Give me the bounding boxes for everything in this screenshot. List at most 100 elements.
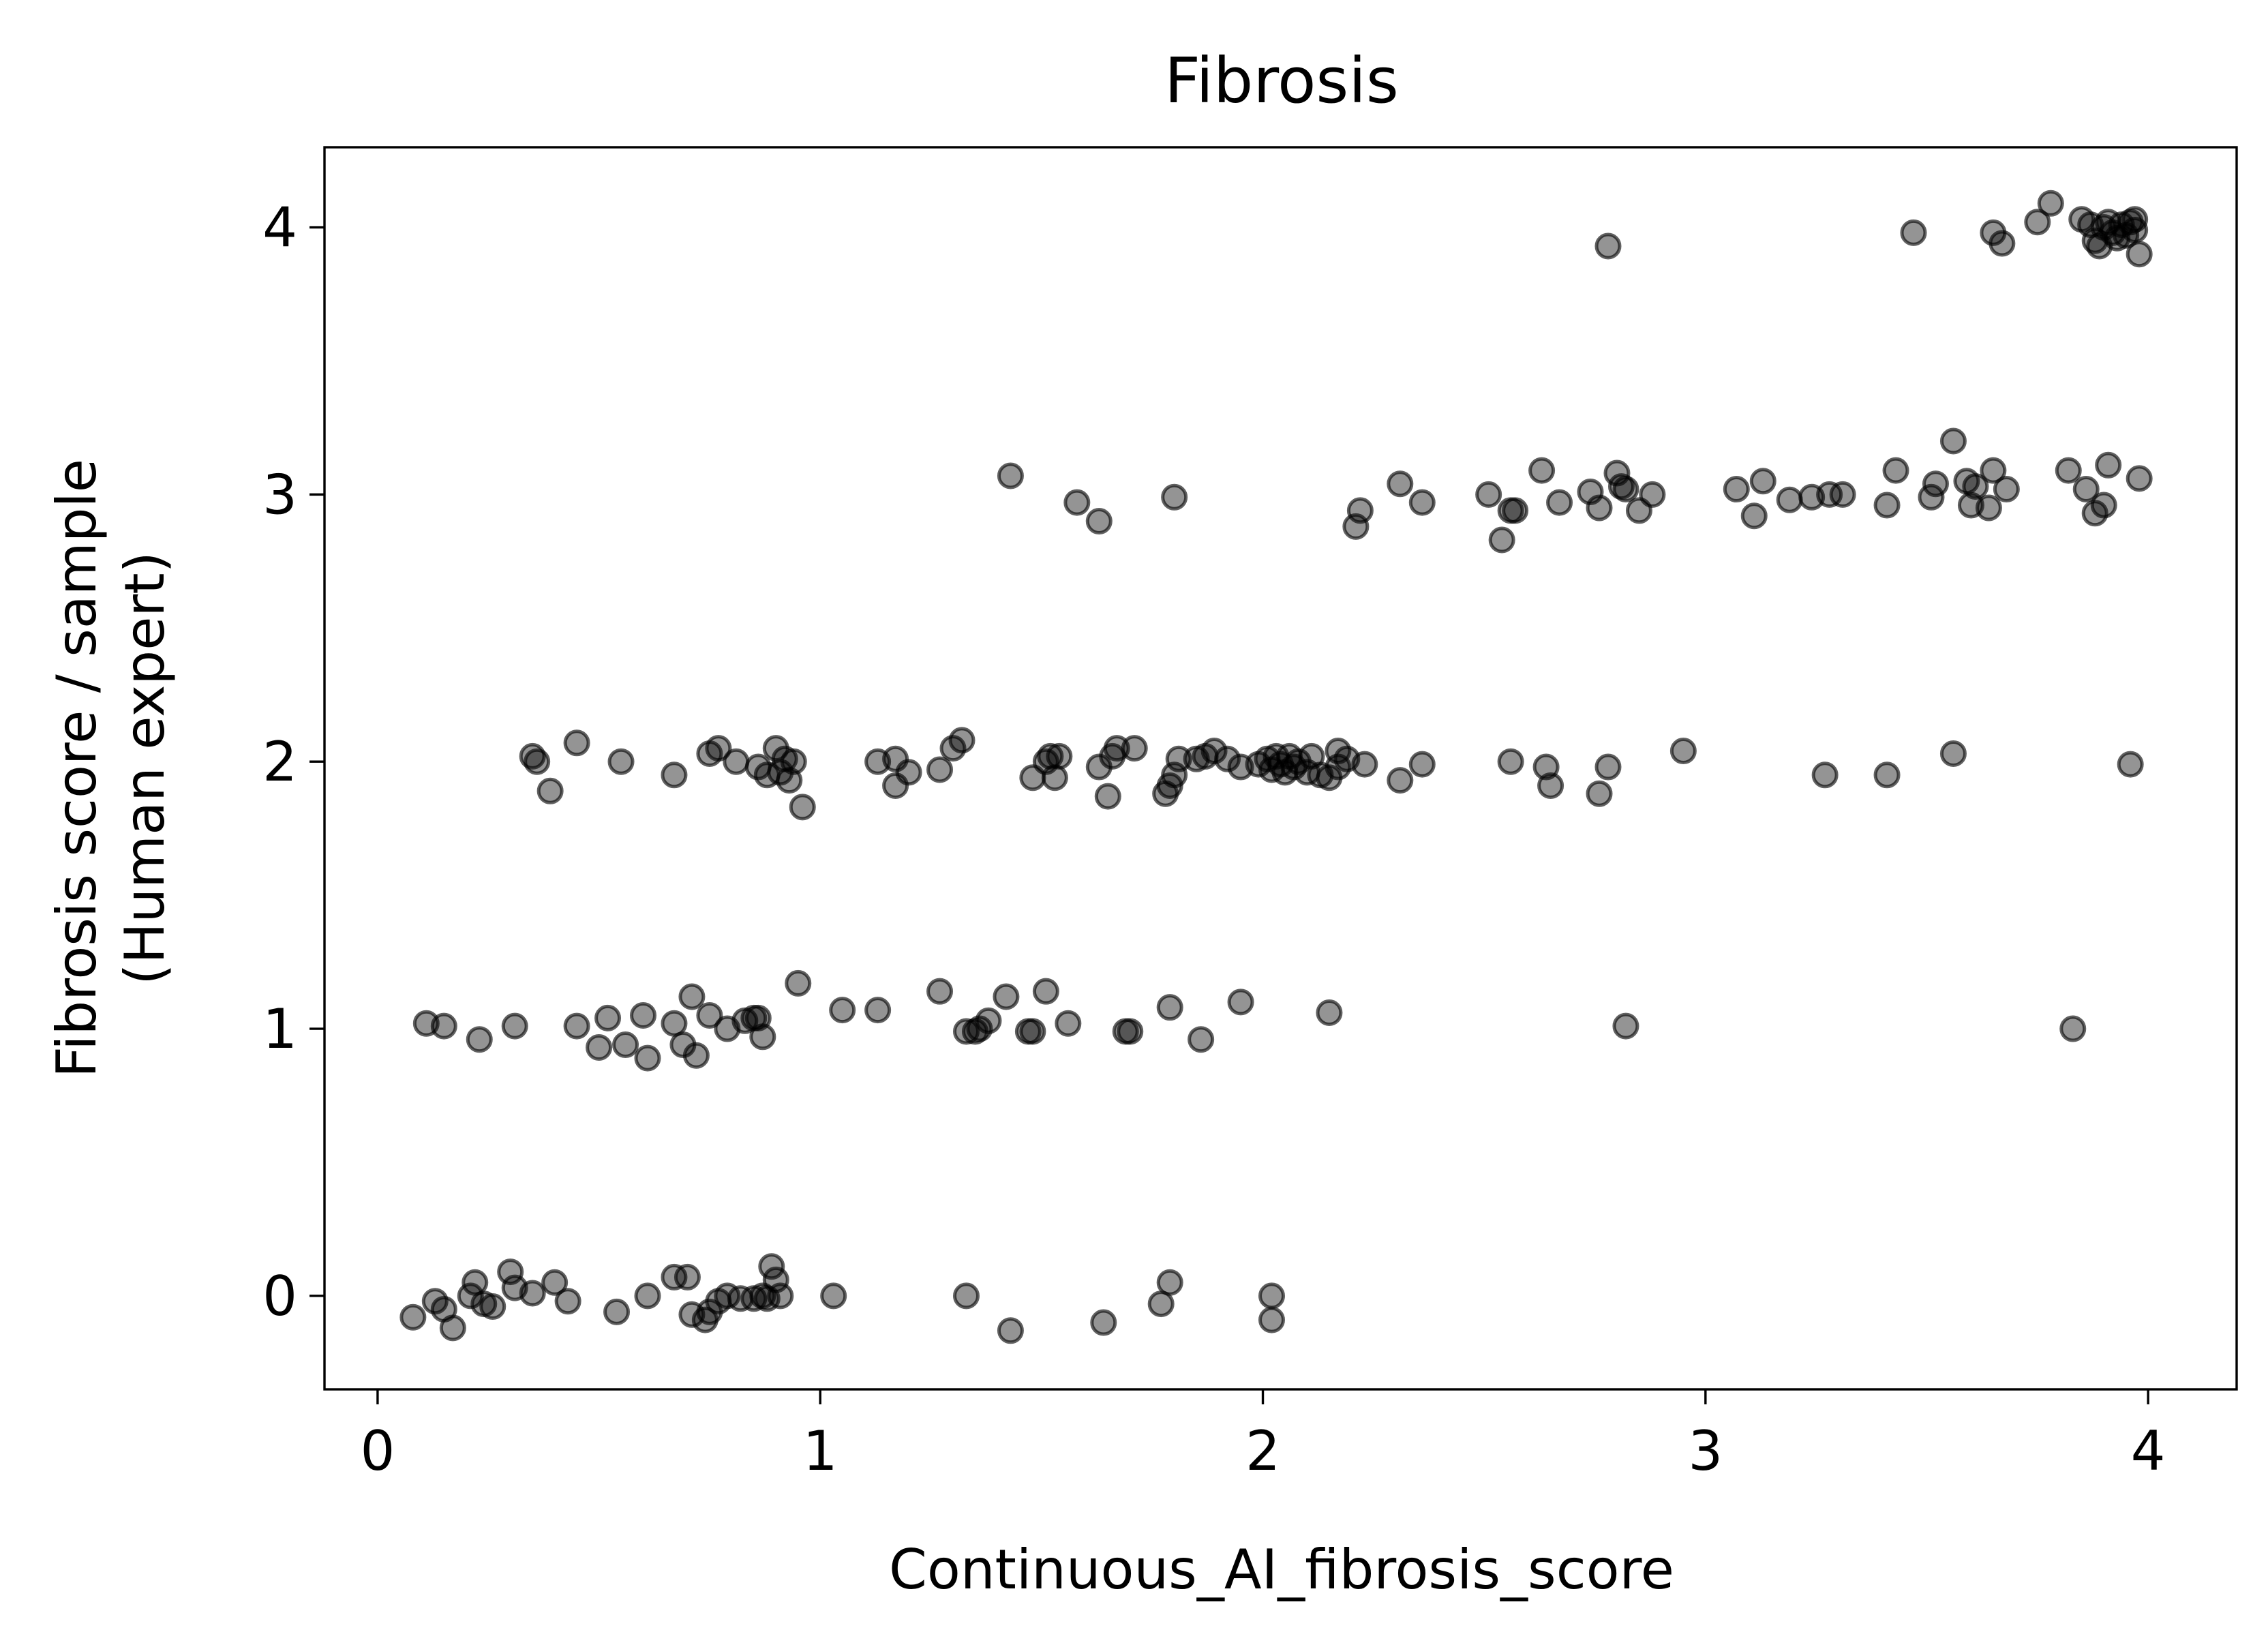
data-point <box>1873 761 1901 789</box>
data-point <box>1214 745 1241 772</box>
data-point <box>780 748 807 775</box>
data-point <box>586 1033 613 1061</box>
data-point <box>1094 783 1121 810</box>
data-point <box>926 978 954 1005</box>
data-point <box>1528 457 1556 484</box>
data-point <box>563 1012 590 1040</box>
chart-title: Fibrosis <box>1164 44 1399 117</box>
data-point <box>1639 481 1666 508</box>
data-point <box>1408 751 1436 778</box>
data-point <box>1497 748 1524 775</box>
data-point <box>993 983 1020 1010</box>
data-point <box>1156 994 1183 1021</box>
data-point <box>1962 473 1989 500</box>
data-point <box>519 1280 546 1307</box>
data-point <box>696 1001 723 1029</box>
data-point <box>2090 492 2117 519</box>
data-point <box>2126 241 2153 268</box>
data-point <box>1669 738 1697 765</box>
data-point <box>1055 1010 1082 1037</box>
data-point <box>749 1023 776 1051</box>
data-point <box>501 1012 528 1040</box>
data-point <box>634 1282 661 1310</box>
data-point <box>1188 1026 1215 1053</box>
data-point <box>997 1317 1024 1344</box>
data-point <box>630 1001 656 1029</box>
data-point <box>1546 489 1573 516</box>
y-tick-label: 1 <box>262 997 297 1061</box>
data-point <box>1227 988 1254 1016</box>
data-point <box>399 1303 427 1331</box>
data-point <box>612 1031 639 1059</box>
data-point <box>1882 457 1909 484</box>
data-point <box>785 969 812 997</box>
data-point <box>2055 457 2082 484</box>
data-point <box>864 997 892 1024</box>
data-point <box>2121 216 2149 243</box>
data-point <box>2117 751 2144 778</box>
data-point <box>1811 761 1839 789</box>
y-tick-label: 3 <box>262 463 297 526</box>
data-point <box>1586 494 1613 522</box>
data-point <box>603 1298 631 1325</box>
data-point <box>1200 738 1228 765</box>
data-point <box>479 1293 506 1320</box>
data-point <box>2072 476 2100 503</box>
data-point <box>948 727 976 754</box>
data-points <box>399 190 2153 1344</box>
data-point <box>705 735 732 762</box>
data-point <box>607 748 635 775</box>
data-point <box>2095 451 2122 479</box>
data-point <box>1090 1309 1117 1336</box>
data-point <box>952 1282 980 1310</box>
data-point <box>1922 470 1949 498</box>
data-point <box>1939 427 1967 455</box>
data-point <box>1475 481 1502 508</box>
data-point <box>1612 476 1639 503</box>
data-point <box>1046 742 1073 770</box>
y-axis-label: Fibrosis score / sample (Human expert) <box>45 459 177 1078</box>
data-point <box>1346 497 1374 524</box>
data-point <box>926 756 954 783</box>
data-point <box>1019 1018 1046 1045</box>
data-point <box>895 759 922 786</box>
data-point <box>1351 751 1378 778</box>
y-tick-label: 2 <box>262 730 297 794</box>
data-point <box>1258 1306 1286 1333</box>
data-point <box>767 1282 794 1310</box>
data-point <box>2037 190 2064 217</box>
data-point <box>439 1314 466 1342</box>
data-point <box>1975 494 2002 522</box>
data-point <box>1723 476 1750 503</box>
data-point <box>1749 468 1776 495</box>
data-point <box>1316 999 1343 1027</box>
data-point <box>1156 1269 1183 1296</box>
data-point <box>1117 1018 1144 1045</box>
data-point <box>1032 978 1059 1005</box>
data-point <box>563 729 590 757</box>
y-axis-ticks: 0 1 2 3 4 <box>262 196 324 1328</box>
data-point <box>997 462 1024 489</box>
data-point <box>634 1044 661 1072</box>
data-point <box>1586 780 1613 807</box>
data-point <box>820 1282 847 1310</box>
data-point <box>1041 764 1068 791</box>
data-point <box>1063 489 1091 516</box>
data-point <box>1612 1012 1639 1040</box>
data-point <box>789 794 816 821</box>
y-axis-label-line-2: (Human expert) <box>113 552 177 985</box>
data-point <box>2024 209 2051 236</box>
data-point <box>1258 1282 1286 1310</box>
data-point <box>1989 230 2016 257</box>
data-point <box>1594 753 1622 781</box>
data-point <box>1829 481 1856 508</box>
data-point <box>678 983 706 1010</box>
data-point <box>661 761 688 789</box>
data-point <box>1776 486 1803 513</box>
data-point <box>829 997 856 1024</box>
data-point <box>1900 219 1927 246</box>
data-point <box>723 748 750 775</box>
data-point <box>1980 457 2007 484</box>
data-point <box>536 777 564 804</box>
